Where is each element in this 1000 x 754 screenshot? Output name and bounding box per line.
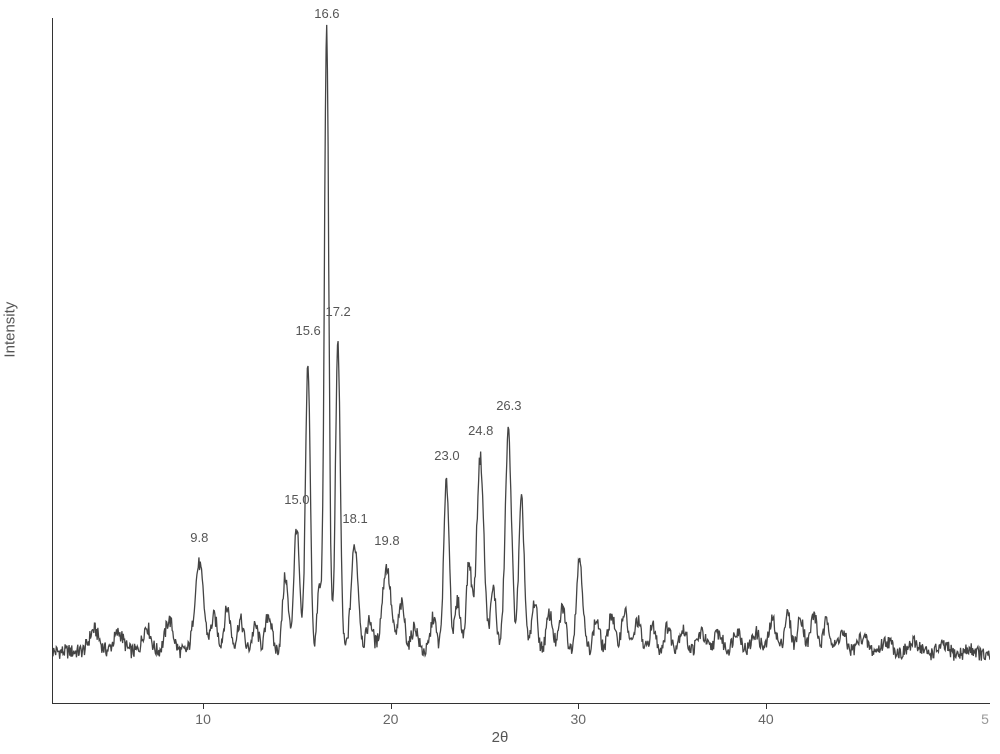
xrd-chart: Intensity 10 20 30 40 5 9.8 15.0 15.6 16.6 17.2 18… — [0, 0, 1000, 754]
spectrum-line — [53, 18, 990, 703]
x-tick — [578, 703, 579, 709]
peak-label: 9.8 — [190, 530, 208, 545]
y-axis-label: Intensity — [2, 302, 19, 358]
peak-label: 23.0 — [434, 448, 459, 463]
x-tick — [203, 703, 204, 709]
x-tick-label: 10 — [195, 711, 211, 727]
x-tick-label: 30 — [570, 711, 586, 727]
x-tick — [391, 703, 392, 709]
plot-area: 1020304059.815.015.616.617.218.119.823.0… — [52, 18, 990, 704]
peak-label: 19.8 — [374, 533, 399, 548]
peak-label: 26.3 — [496, 398, 521, 413]
x-tick-label-right: 5 — [981, 711, 989, 727]
x-tick-label: 40 — [758, 711, 774, 727]
peak-label: 18.1 — [342, 511, 367, 526]
peak-label: 15.6 — [295, 323, 320, 338]
peak-label: 16.6 — [314, 6, 339, 21]
peak-label: 17.2 — [325, 304, 350, 319]
x-axis-label: 2θ — [492, 729, 509, 746]
x-tick — [766, 703, 767, 709]
peak-label: 24.8 — [468, 423, 493, 438]
x-tick-label: 20 — [383, 711, 399, 727]
peak-label: 15.0 — [284, 492, 309, 507]
